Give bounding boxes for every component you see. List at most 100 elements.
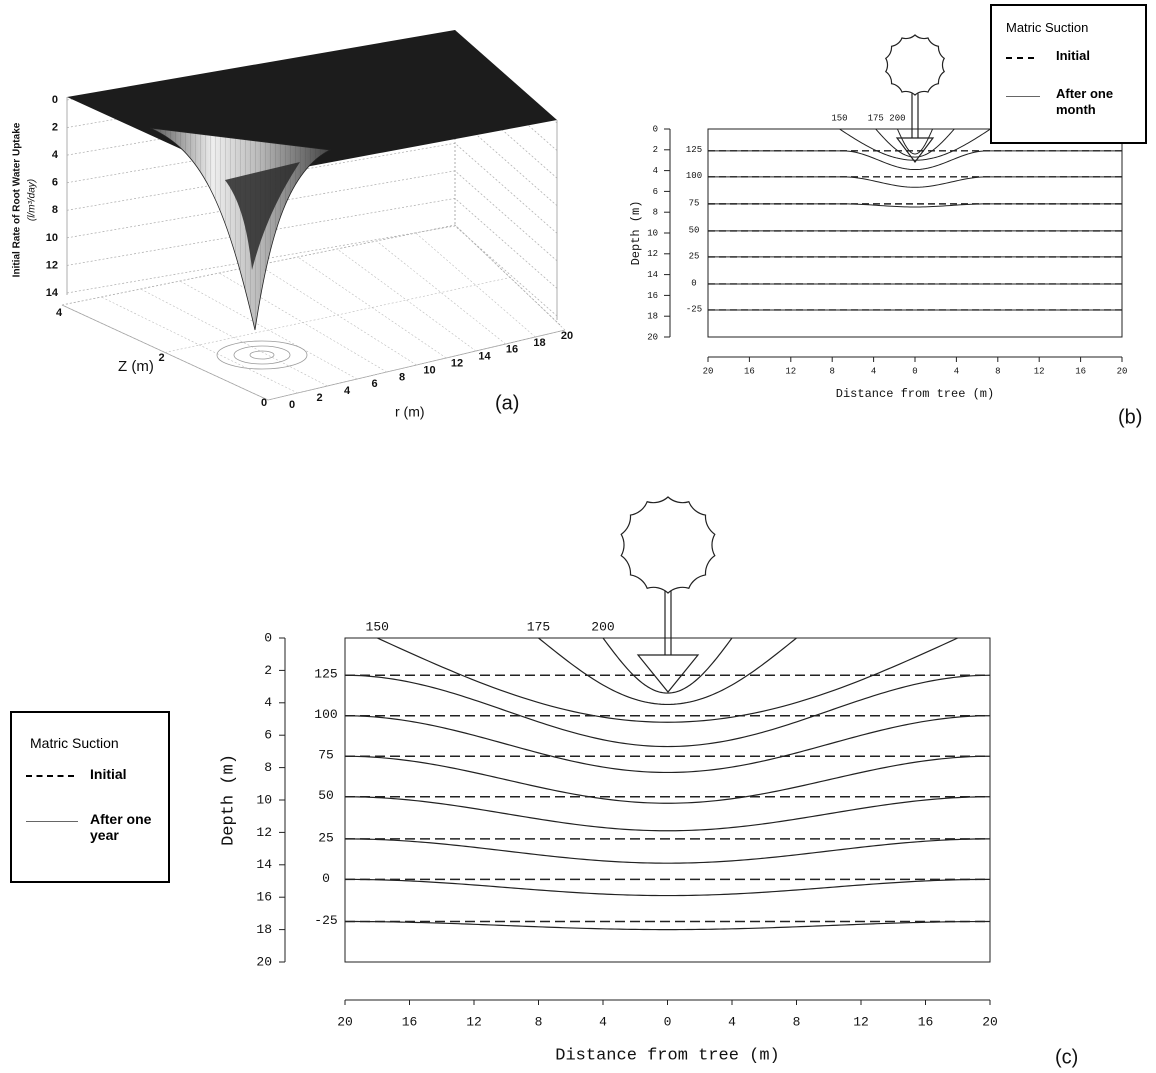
y-tick-label: 10 (647, 228, 658, 238)
contour-label: 50 (689, 225, 700, 235)
contour-label: 0 (322, 871, 330, 886)
y-tick-label: 6 (653, 187, 658, 197)
r-tick-label: 4 (344, 385, 351, 397)
contour-after (345, 879, 990, 895)
r-tick-label: 8 (399, 371, 405, 383)
uptake-axis-title: Initial Rate of Root Water Uptake (12, 122, 23, 277)
grid-line (101, 297, 297, 393)
legend-title: Matric Suction (30, 735, 119, 751)
r-tick-label: 12 (451, 358, 463, 370)
y-tick-label: 0 (653, 124, 658, 134)
x-tick-label: 8 (995, 366, 1000, 376)
contour-after (345, 839, 990, 863)
contour-label: 175 (527, 619, 550, 634)
legend: Matric Suction Initial After one year (10, 711, 170, 883)
x-tick-label: 0 (664, 1014, 672, 1029)
y-tick-label: 6 (264, 728, 272, 743)
contour-after (345, 797, 990, 831)
floor-contours (217, 341, 307, 369)
contour-label: 175 (868, 113, 884, 123)
legend-swatch-dashed (26, 775, 74, 777)
r-tick-label: 14 (478, 351, 491, 363)
grid-line (376, 241, 505, 344)
grid-line (62, 305, 268, 400)
y-tick-label: 4 (264, 695, 272, 710)
y-tick-label: 8 (653, 208, 658, 218)
x-tick-label: 12 (853, 1014, 869, 1029)
contour-after (345, 675, 990, 746)
x-tick-label: 16 (1075, 366, 1086, 376)
r-tick-label: 10 (423, 364, 435, 376)
y-tick-label: 12 (256, 825, 272, 840)
floor-contour (217, 341, 307, 369)
r-tick-label: 20 (561, 330, 573, 342)
legend-entry: After one year (90, 811, 162, 843)
y-axis-title: Depth (m) (629, 201, 643, 266)
x-tick-label: 4 (728, 1014, 736, 1029)
depth-tick-label: 0 (261, 397, 267, 409)
y-tick-label: 2 (264, 663, 272, 678)
x-tick-label: 8 (793, 1014, 801, 1029)
r-tick-label: 16 (506, 344, 518, 356)
x-axis-title: Distance from tree (m) (555, 1046, 779, 1065)
uptake-tick-label: 0 (52, 94, 58, 106)
contour-after (539, 638, 797, 704)
contour-label: 100 (686, 171, 702, 181)
y-tick-label: 20 (647, 332, 658, 342)
legend-swatch-dashed (1006, 57, 1034, 59)
y-tick-label: 14 (647, 270, 658, 280)
contour-label: 150 (366, 619, 389, 634)
legend-entry: Initial (1056, 48, 1090, 63)
legend-title: Matric Suction (1006, 20, 1088, 35)
grid-line (298, 257, 446, 358)
figure-canvas: Initial Rate of Root Water Uptake (l/m³/… (0, 0, 1156, 1073)
contour-after (876, 129, 955, 157)
uptake-tick-label: 12 (46, 259, 58, 271)
uptake-tick-label: 8 (52, 204, 58, 216)
y-tick-label: 8 (264, 760, 272, 775)
r-axis-title: r (m) (395, 404, 425, 420)
x-tick-label: 0 (912, 366, 917, 376)
y-tick-label: 2 (653, 145, 658, 155)
y-tick-label: 18 (647, 312, 658, 322)
y-tick-label: 12 (647, 249, 658, 259)
x-tick-label: 20 (337, 1014, 353, 1029)
x-tick-label: 20 (703, 366, 714, 376)
contour-label: 200 (591, 619, 614, 634)
legend-entry: After one month (1056, 86, 1118, 118)
y-tick-label: 20 (256, 954, 272, 969)
contour-label: 125 (314, 667, 337, 682)
contour-after (603, 638, 732, 693)
contour-after (839, 129, 990, 160)
legend-swatch-solid (26, 821, 78, 822)
contour-label: -25 (686, 304, 702, 314)
uptake-axis-unit: (l/m³/day) (27, 179, 38, 221)
x-axis-title: Distance from tree (m) (836, 387, 994, 401)
uptake-tick-label: 2 (52, 121, 58, 133)
legend-swatch-solid (1006, 96, 1040, 97)
contour-after (345, 922, 990, 930)
panel-label: (a) (495, 392, 519, 414)
uptake-tick-label: 6 (52, 177, 58, 189)
tree-crown (621, 497, 715, 593)
x-tick-label: 16 (918, 1014, 934, 1029)
uptake-tick-label: 4 (52, 149, 59, 161)
x-tick-label: 8 (829, 366, 834, 376)
depth-tick-label: 4 (56, 307, 63, 319)
box-floor (62, 225, 560, 325)
x-tick-label: 12 (466, 1014, 482, 1029)
legend-entry: Initial (90, 766, 127, 782)
contour-label: 200 (889, 113, 905, 123)
plot-frame (345, 638, 990, 962)
contour-label: 25 (689, 251, 700, 261)
contour-label: 0 (691, 278, 696, 288)
grid-line (455, 225, 565, 330)
root-zone (897, 138, 933, 162)
contour-label: 75 (318, 748, 334, 763)
y-tick-label: 10 (256, 792, 272, 807)
x-tick-label: 8 (535, 1014, 543, 1029)
surface-funnel-mesh (150, 128, 330, 330)
grid-line (337, 249, 476, 351)
grid-line (67, 226, 557, 316)
x-tick-label: 20 (982, 1014, 998, 1029)
